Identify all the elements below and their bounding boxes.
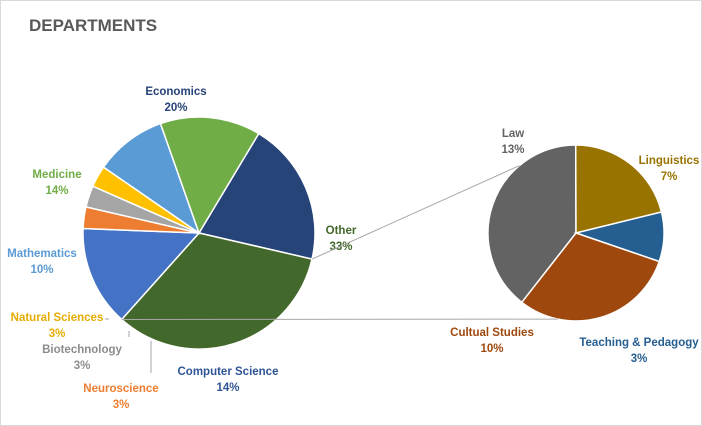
main-slice-computer-science xyxy=(82,227,201,321)
secondary-slice-linguistics xyxy=(574,144,663,234)
main-slice-other xyxy=(120,232,313,350)
chart-title: DEPARTMENTS xyxy=(29,16,158,35)
main-label-other: Other xyxy=(326,225,357,237)
secondary-slice-cultual-studies xyxy=(520,232,661,322)
connector-line-top xyxy=(311,165,520,260)
main-value-other: 33% xyxy=(329,241,352,253)
main-slice-economics xyxy=(197,132,316,260)
main-slice-mathematics xyxy=(102,122,201,235)
secondary-label-teaching-pedagogy: Teaching & Pedagogy xyxy=(579,337,699,349)
secondary-slice-law xyxy=(487,144,577,304)
main-value-biotechnology: 3% xyxy=(74,360,91,372)
secondary-label-linguistics: Linguistics xyxy=(639,155,700,167)
main-label-biotechnology: Biotechnology xyxy=(42,344,122,356)
main-label-computer-science: Computer Science xyxy=(178,366,279,378)
secondary-value-cultual-studies: 10% xyxy=(480,343,503,355)
main-value-economics: 20% xyxy=(164,102,187,114)
main-label-mathematics: Mathematics xyxy=(7,248,77,260)
main-slice-medicine xyxy=(159,116,260,235)
main-value-mathematics: 10% xyxy=(30,264,53,276)
secondary-value-law: 13% xyxy=(501,144,524,156)
secondary-value-linguistics: 7% xyxy=(661,171,678,183)
main-value-neuroscience: 3% xyxy=(113,399,130,411)
secondary-label-law: Law xyxy=(502,128,524,140)
main-value-natural-sciences: 3% xyxy=(49,328,66,340)
main-label-medicine: Medicine xyxy=(32,169,81,181)
main-label-neuroscience: Neuroscience xyxy=(83,383,158,395)
main-label-economics: Economics xyxy=(145,86,206,98)
main-value-medicine: 14% xyxy=(45,185,68,197)
main-value-computer-science: 14% xyxy=(216,382,239,394)
secondary-value-teaching-pedagogy: 3% xyxy=(631,353,648,365)
secondary-label-cultual-studies: Cultual Studies xyxy=(450,327,534,339)
main-label-natural-sciences: Natural Sciences xyxy=(11,312,104,324)
